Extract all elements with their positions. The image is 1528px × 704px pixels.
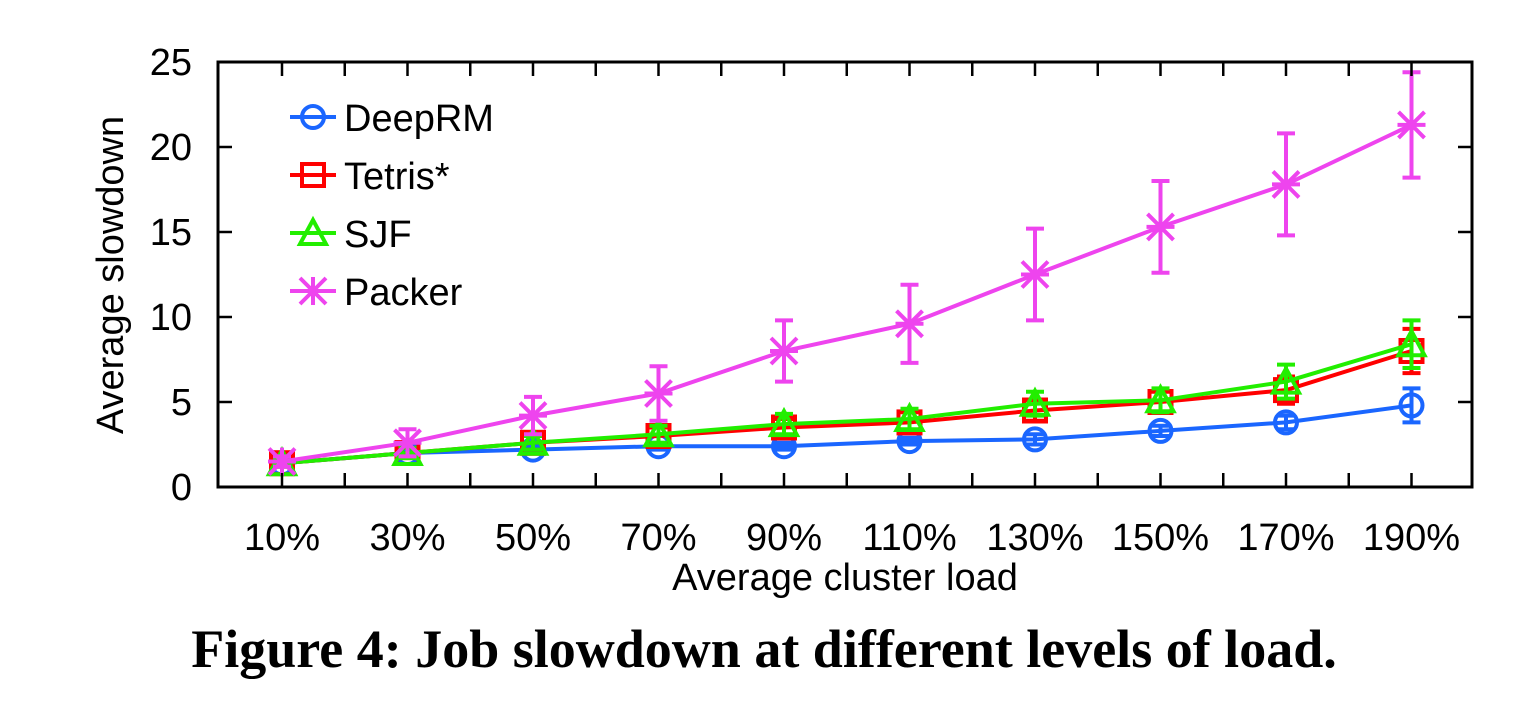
data-point [1273, 409, 1299, 436]
legend-marker [300, 104, 326, 130]
y-tick-label: 25 [150, 42, 192, 84]
data-point [893, 401, 926, 432]
data-point [1020, 260, 1050, 289]
x-tick-label: 50% [495, 517, 571, 559]
data-point [1144, 383, 1177, 414]
x-tick-label: 70% [620, 517, 696, 559]
legend-label: Tetris* [344, 156, 450, 198]
data-point [1271, 169, 1301, 199]
x-tick-label: 90% [746, 517, 822, 559]
legend-marker [300, 162, 326, 188]
data-point [1022, 426, 1048, 453]
y-tick-label: 15 [150, 212, 192, 254]
data-point [1146, 212, 1175, 242]
data-point [1147, 417, 1174, 444]
legend-marker [296, 215, 330, 246]
series-sjf [265, 318, 1428, 477]
data-point [1397, 110, 1426, 140]
plot-frame [216, 60, 1474, 489]
data-point [1018, 386, 1052, 417]
data-point [267, 447, 297, 476]
series-packer [267, 70, 1426, 476]
series-line [281, 349, 1413, 466]
axes: 0 5 10 15 20 25 10% 30% 50% 70% 90% 110% 130% 150% 170… [150, 42, 1474, 559]
x-axis-label: Average cluster load [672, 557, 1018, 599]
series-line [281, 342, 1413, 466]
legend-label: DeepRM [344, 98, 494, 140]
y-tick-label: 5 [171, 382, 192, 424]
legend-entry: Packer [290, 272, 463, 314]
data-point [895, 309, 924, 339]
x-tick-label: 30% [369, 517, 445, 559]
y-tick-label: 10 [150, 297, 192, 339]
series-group [265, 70, 1428, 477]
data-point [1398, 392, 1425, 419]
legend: DeepRM Tetris* SJF Packer [290, 98, 494, 314]
data-point [642, 417, 675, 448]
series-line [281, 403, 1412, 466]
data-point [644, 379, 673, 408]
legend-entry: SJF [290, 214, 412, 256]
series-line [281, 123, 1413, 464]
legend-entry: Tetris* [290, 156, 450, 198]
x-tick-label: 170% [1237, 517, 1334, 559]
data-point [516, 425, 550, 456]
y-tick-label: 0 [171, 467, 192, 509]
y-axis-label: Average slowdown [90, 116, 132, 434]
x-tick-label: 10% [244, 517, 320, 559]
legend-marker [298, 276, 328, 306]
data-point [1395, 327, 1428, 358]
figure-caption: Figure 4: Job slowdown at different leve… [191, 619, 1337, 679]
data-point [393, 428, 422, 458]
series-deeprm [269, 386, 1425, 477]
y-tick-label: 20 [150, 127, 192, 169]
x-tick-label: 190% [1363, 517, 1460, 559]
x-tick-label: 150% [1112, 517, 1209, 559]
x-tick-label: 130% [986, 517, 1083, 559]
legend-label: SJF [344, 214, 412, 256]
data-point [518, 401, 548, 431]
legend-label: Packer [344, 272, 463, 314]
data-point [767, 406, 801, 438]
data-point [769, 336, 799, 366]
data-point [1269, 364, 1303, 395]
x-tick-label: 110% [862, 517, 956, 559]
legend-entry: DeepRM [290, 98, 494, 140]
